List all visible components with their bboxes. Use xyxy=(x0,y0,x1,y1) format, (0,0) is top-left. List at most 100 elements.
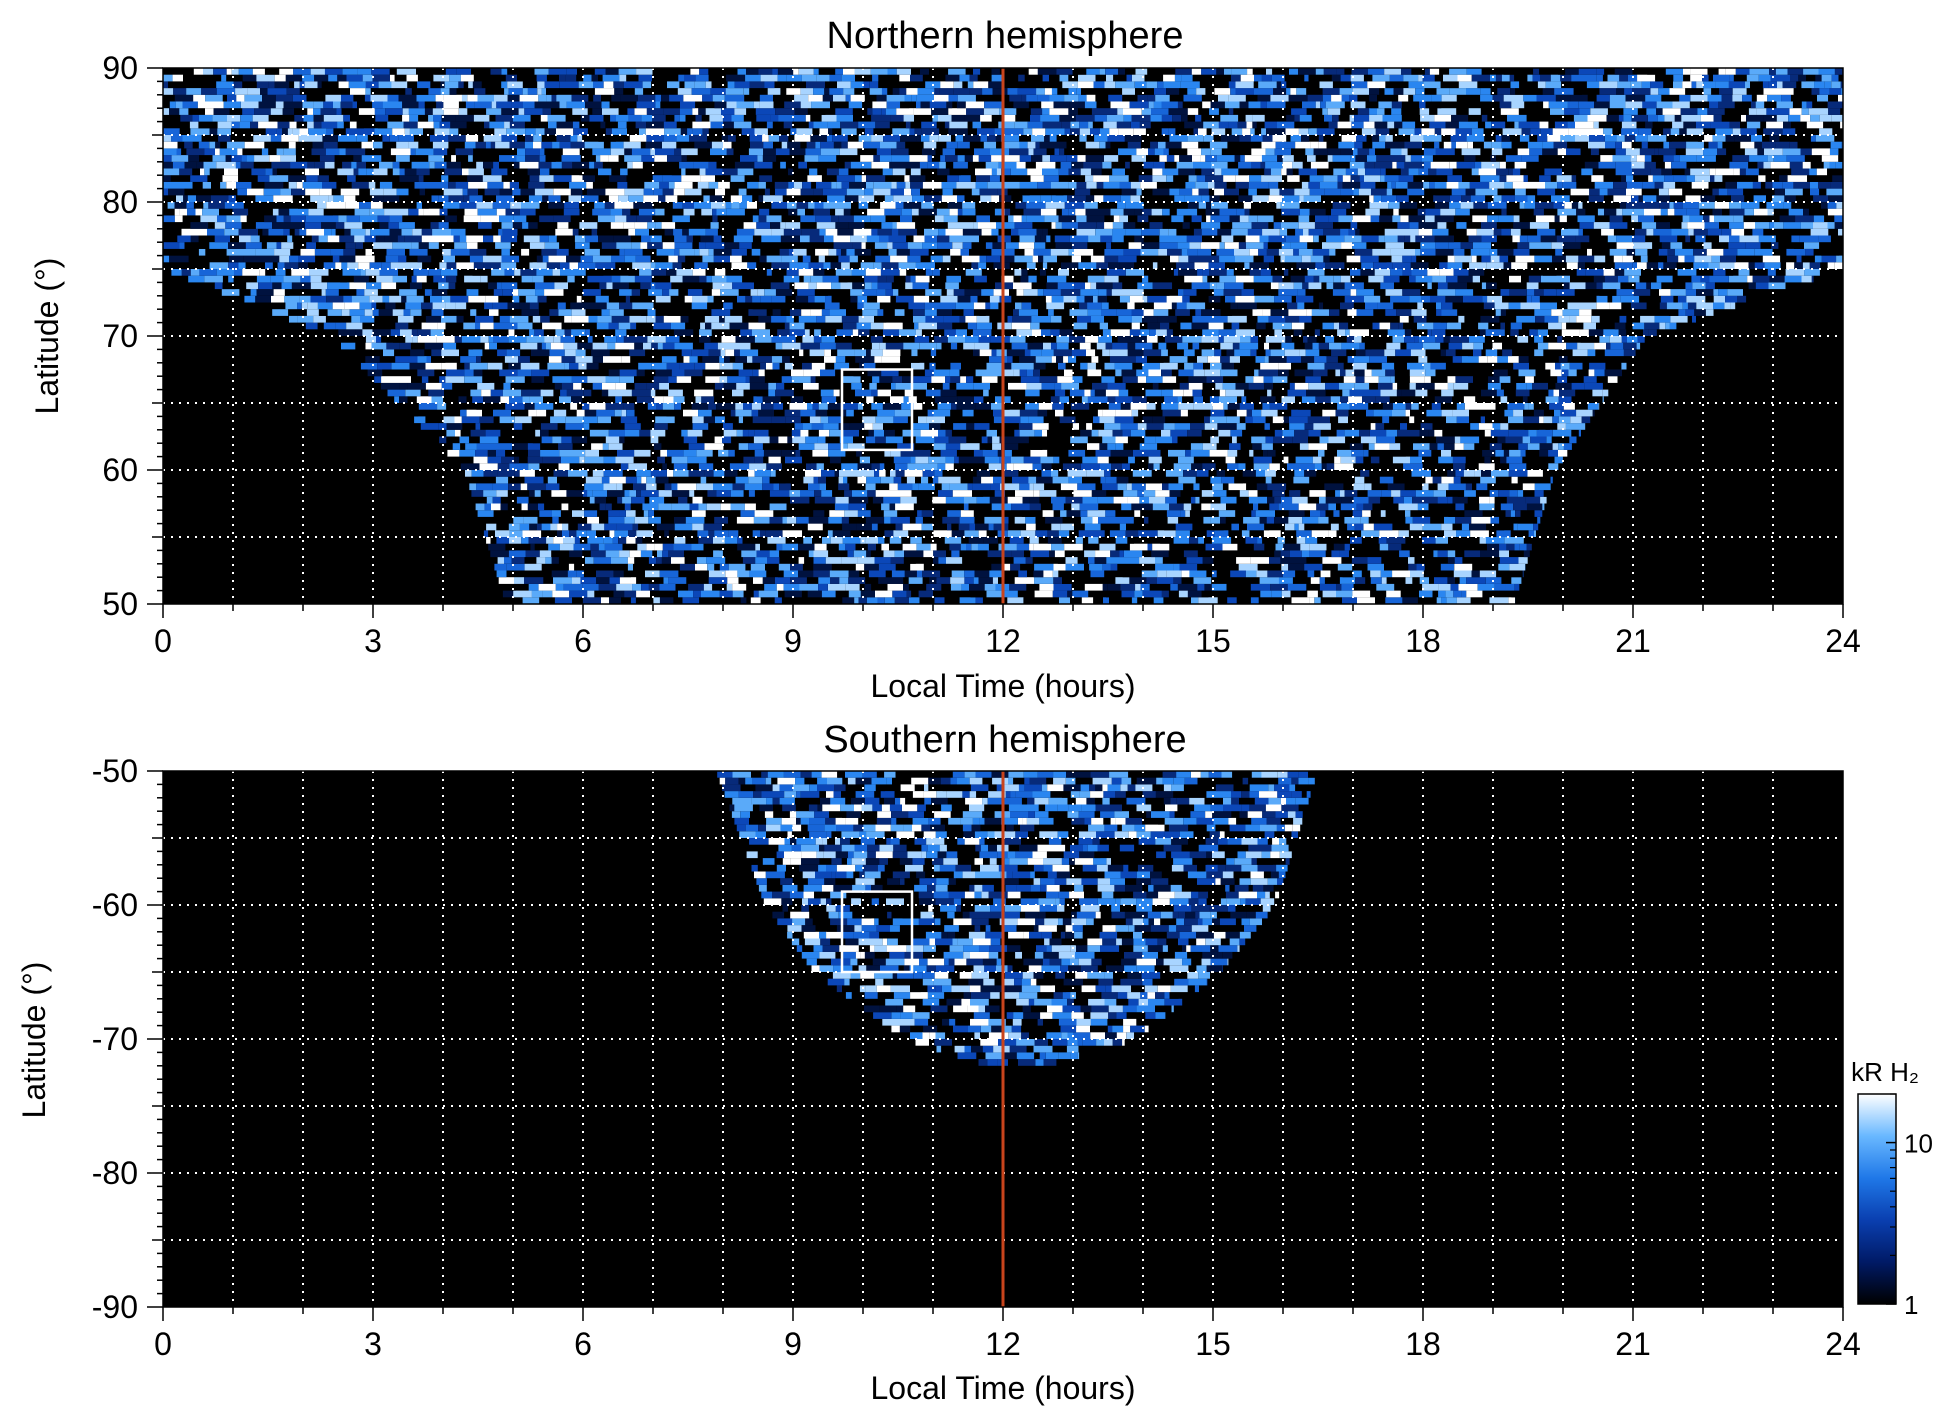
intensity-cell xyxy=(568,563,575,571)
intensity-cell xyxy=(930,349,937,357)
intensity-cell xyxy=(748,470,755,477)
intensity-cell xyxy=(598,235,614,243)
intensity-cell xyxy=(370,202,383,209)
intensity-cell xyxy=(1282,429,1295,437)
intensity-cell xyxy=(548,195,561,202)
intensity-cell xyxy=(325,289,339,296)
intensity-cell xyxy=(656,403,663,410)
intensity-cell xyxy=(1754,262,1765,269)
intensity-cell xyxy=(987,550,1001,558)
intensity-cell xyxy=(1766,202,1784,209)
intensity-cell xyxy=(800,429,809,437)
intensity-cell xyxy=(1481,282,1487,290)
intensity-cell xyxy=(311,235,319,243)
intensity-cell xyxy=(1205,255,1220,263)
intensity-cell xyxy=(495,530,510,537)
intensity-cell xyxy=(469,248,487,256)
intensity-cell xyxy=(1157,315,1177,323)
intensity-cell xyxy=(579,208,593,216)
intensity-cell xyxy=(1105,342,1113,350)
intensity-cell xyxy=(547,362,565,370)
intensity-cell xyxy=(1563,403,1575,410)
intensity-cell xyxy=(595,262,616,269)
intensity-cell xyxy=(391,362,410,370)
intensity-cell xyxy=(1479,329,1486,336)
intensity-cell xyxy=(986,590,1002,598)
intensity-cell xyxy=(1025,516,1036,524)
intensity-cell xyxy=(1594,342,1607,350)
intensity-cell xyxy=(417,329,431,336)
intensity-cell xyxy=(465,443,477,450)
intensity-cell xyxy=(732,483,745,491)
intensity-cell xyxy=(915,262,935,269)
intensity-cell xyxy=(1451,188,1466,196)
intensity-cell xyxy=(329,195,334,202)
intensity-cell xyxy=(1041,329,1051,336)
intensity-cell xyxy=(501,255,520,263)
intensity-cell xyxy=(1609,222,1628,229)
intensity-cell xyxy=(1227,449,1238,457)
intensity-cell xyxy=(209,242,228,249)
intensity-cell xyxy=(1705,295,1714,303)
intensity-cell xyxy=(398,222,415,229)
intensity-cell xyxy=(553,336,561,343)
intensity-cell xyxy=(1462,342,1474,350)
intensity-cell xyxy=(1115,577,1130,584)
intensity-cell xyxy=(1340,490,1345,497)
intensity-cell xyxy=(1175,523,1193,531)
intensity-cell xyxy=(1267,389,1272,397)
intensity-cell xyxy=(1158,248,1167,256)
intensity-cell xyxy=(959,516,975,524)
intensity-cell xyxy=(575,269,586,276)
intensity-cell xyxy=(1755,222,1770,229)
intensity-cell xyxy=(1268,315,1286,323)
intensity-cell xyxy=(945,496,964,504)
intensity-cell xyxy=(738,188,747,196)
intensity-cell xyxy=(1051,356,1057,363)
intensity-cell xyxy=(715,416,725,424)
intensity-cell xyxy=(305,188,320,196)
intensity-cell xyxy=(1616,289,1634,296)
intensity-cell xyxy=(893,476,902,484)
intensity-cell xyxy=(899,269,907,276)
intensity-cell xyxy=(772,362,780,370)
intensity-cell xyxy=(1454,563,1473,571)
intensity-cell xyxy=(711,322,730,330)
intensity-cell xyxy=(1397,222,1410,229)
intensity-cell xyxy=(528,222,538,229)
intensity-cell xyxy=(1008,215,1014,223)
intensity-cell xyxy=(975,369,995,377)
intensity-cell xyxy=(1152,262,1158,269)
intensity-cell xyxy=(993,523,1009,531)
intensity-cell xyxy=(476,443,496,450)
intensity-cell xyxy=(529,523,537,531)
intensity-cell xyxy=(700,476,707,484)
intensity-cell xyxy=(802,255,811,263)
intensity-cell xyxy=(174,215,183,223)
intensity-cell xyxy=(1544,403,1550,410)
intensity-cell xyxy=(163,208,175,216)
intensity-cell xyxy=(961,583,969,591)
intensity-cell xyxy=(906,476,915,484)
intensity-cell xyxy=(647,336,666,343)
intensity-cell xyxy=(1344,429,1359,437)
intensity-cell xyxy=(409,362,426,370)
intensity-cell xyxy=(1127,537,1134,544)
intensity-cell xyxy=(1539,449,1549,457)
intensity-cell xyxy=(848,570,860,578)
intensity-cell xyxy=(1190,496,1196,504)
intensity-cell xyxy=(1548,322,1562,330)
intensity-cell xyxy=(1385,309,1397,316)
intensity-cell xyxy=(1575,235,1590,243)
intensity-cell xyxy=(1625,202,1645,209)
intensity-cell xyxy=(664,228,674,236)
intensity-cell xyxy=(972,490,984,497)
intensity-cell xyxy=(1379,476,1394,484)
intensity-cell xyxy=(691,543,704,551)
intensity-cell xyxy=(468,181,488,189)
intensity-cell xyxy=(347,349,361,357)
intensity-cell xyxy=(815,248,829,256)
intensity-cell xyxy=(1287,463,1303,470)
intensity-cell xyxy=(1268,356,1287,363)
intensity-cell xyxy=(1447,382,1454,390)
